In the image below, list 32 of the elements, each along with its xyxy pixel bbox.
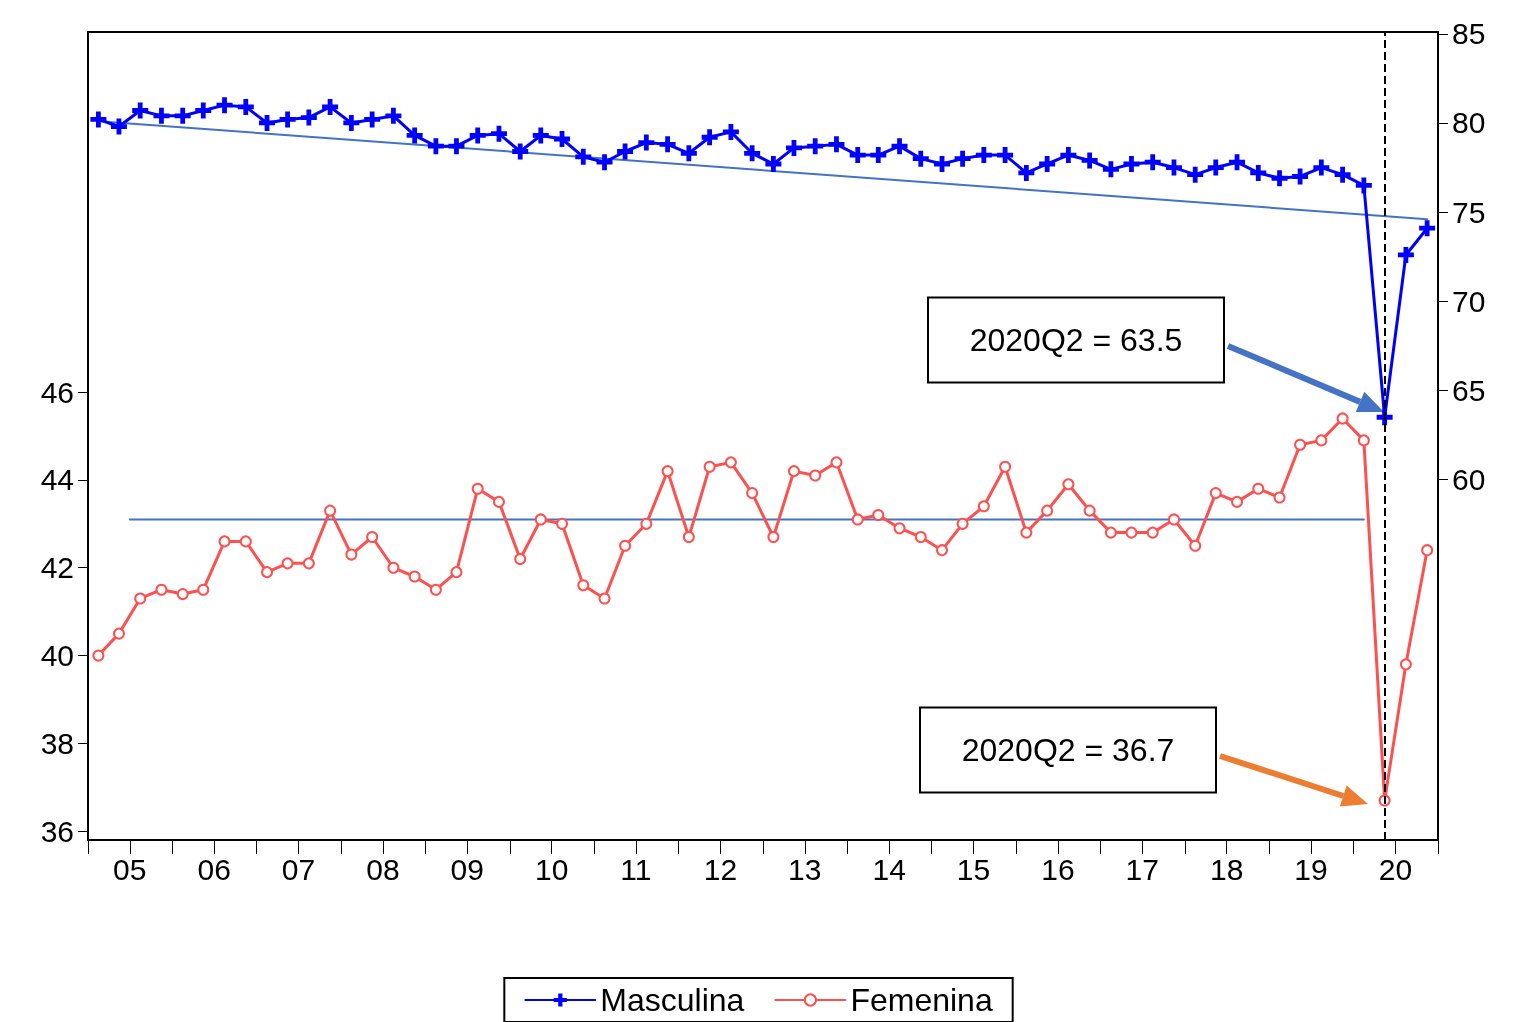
x-tick-label: 11 [620,852,652,886]
y2-tick-label: 80 [1452,106,1486,140]
x-tick-label: 18 [1209,852,1244,886]
y-tick-label: 36 [40,814,74,848]
y2-tick-label: 85 [1452,17,1486,51]
x-tick-label: 14 [872,852,906,886]
y2-tick-label: 60 [1452,463,1486,497]
x-tick-label: 19 [1294,852,1328,886]
x-tick-label: 15 [956,852,991,886]
y-tick-label: 38 [40,726,74,760]
y2-tick-label: 75 [1452,195,1486,229]
y-tick-label: 40 [40,639,74,673]
x-tick-label: 20 [1378,852,1413,886]
x-tick-label: 06 [197,852,231,886]
y2-tick-label: 65 [1452,374,1486,408]
y-tick-label: 46 [40,375,74,409]
x-tick-label: 10 [534,852,569,886]
y-tick-label: 42 [40,551,74,585]
x-tick-label: 08 [366,852,400,886]
annotation: 2020Q2 = 63.5 [969,322,1183,358]
y2-tick-label: 70 [1452,284,1486,318]
x-tick-label: 12 [703,852,738,886]
x-tick-label: 17 [1125,852,1159,886]
y-tick-label: 44 [40,463,74,497]
x-tick-label: 16 [1041,852,1075,886]
x-tick-label: 09 [450,852,484,886]
x-tick-label: 07 [281,852,316,886]
legend-label: Femenina [850,982,993,1018]
x-tick-label: 05 [113,852,147,886]
x-tick-label: 13 [788,852,822,886]
annotation: 2020Q2 = 36.7 [961,732,1175,768]
legend-label: Masculina [600,982,745,1018]
